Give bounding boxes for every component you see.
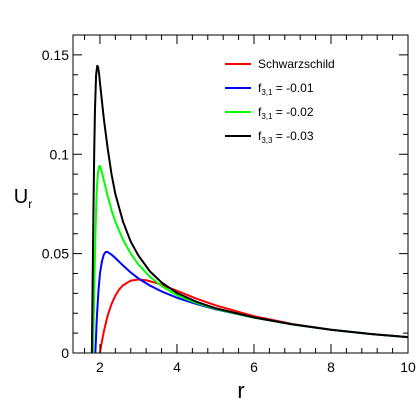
y-axis-label-sub: r [28, 197, 32, 211]
legend-label-rest: = -0.02 [272, 105, 313, 119]
x-axis-label: r [237, 378, 244, 403]
legend-label-sub: 3,1 [261, 88, 273, 97]
series-line-3 [90, 64, 408, 353]
y-axis-label: Ur [14, 186, 32, 211]
legend-label-0: Schwarzschild [258, 57, 335, 71]
legend-label-sub: 3,3 [261, 136, 273, 145]
series-line-0 [98, 278, 408, 353]
x-tick-label: 2 [96, 359, 104, 375]
plot-frame [72, 34, 409, 354]
y-tick-label: 0.05 [42, 246, 69, 262]
x-tick-label: 6 [250, 359, 258, 375]
legend-label-main: f [258, 105, 262, 119]
legend-label-sub: 3,1 [261, 112, 273, 121]
y-axis-label-main: U [14, 186, 28, 208]
y-tick-label: 0 [61, 345, 69, 361]
axis-ticks [73, 34, 409, 354]
series-lines [90, 64, 408, 353]
legend-label-rest: = -0.01 [272, 81, 313, 95]
y-tick-label: 0.15 [42, 47, 69, 63]
legend-label-main: Schwarzschild [258, 57, 335, 71]
tick-labels: 2 4 6 8 10 0 0.05 0.1 0.15 [42, 47, 416, 375]
x-tick-label: 8 [327, 359, 335, 375]
legend-label-main: f [258, 129, 262, 143]
legend-label-rest: = -0.03 [272, 129, 313, 143]
x-tick-label: 10 [400, 359, 416, 375]
legend-label-main: f [258, 81, 262, 95]
legend-label-1: f3,1 = -0.01 [258, 81, 314, 97]
y-tick-label: 0.1 [50, 146, 70, 162]
legend-label-2: f3,1 = -0.02 [258, 105, 314, 121]
x-tick-label: 4 [173, 359, 181, 375]
legend-label-3: f3,3 = -0.03 [258, 129, 314, 145]
